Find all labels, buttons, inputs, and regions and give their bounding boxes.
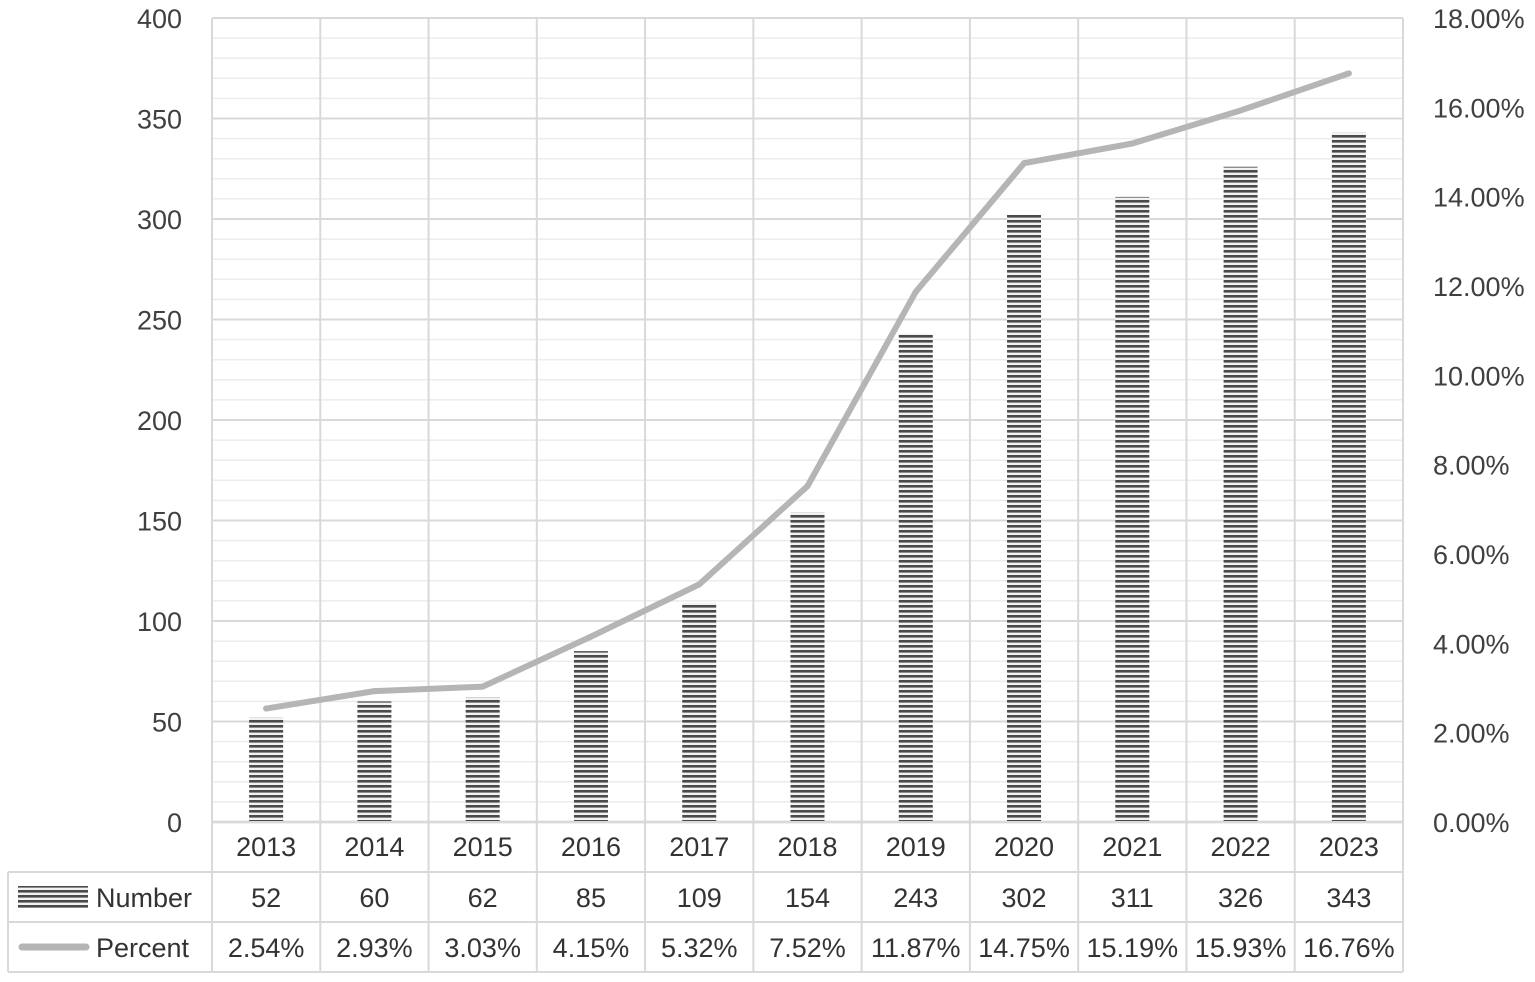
percent-legend-label: Percent (96, 933, 190, 963)
percent-point-2013 (263, 705, 270, 712)
category-label-2017: 2017 (669, 832, 729, 862)
percent-point-2014 (371, 688, 378, 695)
right-tick-label: 10.00% (1433, 361, 1525, 391)
left-tick-label: 150 (137, 507, 182, 537)
category-label-2018: 2018 (777, 832, 837, 862)
bar-2023 (1331, 132, 1366, 822)
left-tick-label: 0 (167, 808, 182, 838)
category-label-2013: 2013 (236, 832, 296, 862)
right-tick-label: 2.00% (1433, 719, 1510, 749)
percent-point-2021 (1129, 140, 1136, 147)
number-value-2017: 109 (677, 883, 722, 913)
category-label-2019: 2019 (886, 832, 946, 862)
right-tick-label: 4.00% (1433, 629, 1510, 659)
percent-point-2018 (804, 483, 811, 490)
bar-2016 (573, 651, 608, 822)
left-tick-label: 300 (137, 205, 182, 235)
left-tick-label: 50 (152, 708, 182, 738)
right-tick-label: 6.00% (1433, 540, 1510, 570)
number-legend-label: Number (96, 883, 192, 913)
category-label-2021: 2021 (1102, 832, 1162, 862)
right-tick-label: 16.00% (1433, 93, 1525, 123)
right-tick-label: 18.00% (1433, 4, 1525, 34)
number-value-2022: 326 (1218, 883, 1263, 913)
bar-2017 (682, 602, 717, 822)
right-tick-label: 0.00% (1433, 808, 1510, 838)
percent-value-2015: 3.03% (444, 933, 521, 963)
left-tick-label: 250 (137, 306, 182, 336)
right-tick-label: 14.00% (1433, 183, 1525, 213)
left-tick-label: 400 (137, 4, 182, 34)
bar-2019 (898, 333, 933, 822)
percent-point-2022 (1237, 107, 1244, 114)
category-label-2022: 2022 (1211, 832, 1271, 862)
percent-value-2022: 15.93% (1195, 933, 1287, 963)
category-label-2023: 2023 (1319, 832, 1379, 862)
bar-2022 (1223, 166, 1258, 823)
bar-2013 (249, 717, 284, 822)
right-axis: 0.00% 2.00% 4.00% 6.00% 8.00% 10.00% 12.00% 14.… (1433, 4, 1525, 838)
percent-point-2016 (587, 633, 594, 640)
bar-2021 (1115, 196, 1150, 822)
number-value-2016: 85 (576, 883, 606, 913)
number-value-2019: 243 (893, 883, 938, 913)
category-label-2014: 2014 (344, 832, 404, 862)
percent-line (263, 70, 1352, 712)
percent-point-2020 (1021, 160, 1028, 167)
bar-2018 (790, 512, 825, 822)
percent-value-2019: 11.87% (871, 933, 961, 963)
percent-value-2020: 14.75% (978, 933, 1070, 963)
left-axis: 0 50 100 150 200 250 300 350 400 (137, 4, 182, 838)
number-value-2021: 311 (1111, 883, 1154, 913)
number-value-2014: 60 (359, 883, 389, 913)
right-tick-label: 8.00% (1433, 451, 1510, 481)
data-table: 2013 2014 2015 2016 2017 2018 2019 2020 2021 2022… (7, 821, 1403, 973)
right-tick-label: 12.00% (1433, 272, 1525, 302)
bar-2015 (465, 697, 500, 822)
percent-value-2023: 16.76% (1303, 933, 1395, 963)
percent-value-2014: 2.93% (336, 933, 413, 963)
percent-value-2018: 7.52% (769, 933, 846, 963)
percent-point-2017 (696, 581, 703, 588)
percent-value-2021: 15.19% (1087, 933, 1179, 963)
category-label-2016: 2016 (561, 832, 621, 862)
category-label-2015: 2015 (453, 832, 513, 862)
percent-point-2015 (479, 683, 486, 690)
left-tick-label: 200 (137, 406, 182, 436)
left-tick-label: 350 (137, 105, 182, 135)
percent-value-2013: 2.54% (228, 933, 305, 963)
number-value-2013: 52 (251, 883, 281, 913)
bar-2014 (357, 701, 392, 822)
percent-point-2023 (1345, 70, 1352, 77)
percent-value-2016: 4.15% (553, 933, 630, 963)
number-value-2015: 62 (468, 883, 498, 913)
percent-value-2017: 5.32% (661, 933, 738, 963)
number-value-2020: 302 (1002, 883, 1047, 913)
percent-point-2019 (912, 288, 919, 295)
bar-2020 (1007, 214, 1042, 823)
number-bars (249, 132, 1366, 823)
number-value-2018: 154 (785, 883, 830, 913)
number-legend-key (18, 886, 88, 908)
number-value-2023: 343 (1326, 883, 1371, 913)
category-label-2020: 2020 (994, 832, 1054, 862)
left-tick-label: 100 (137, 607, 182, 637)
